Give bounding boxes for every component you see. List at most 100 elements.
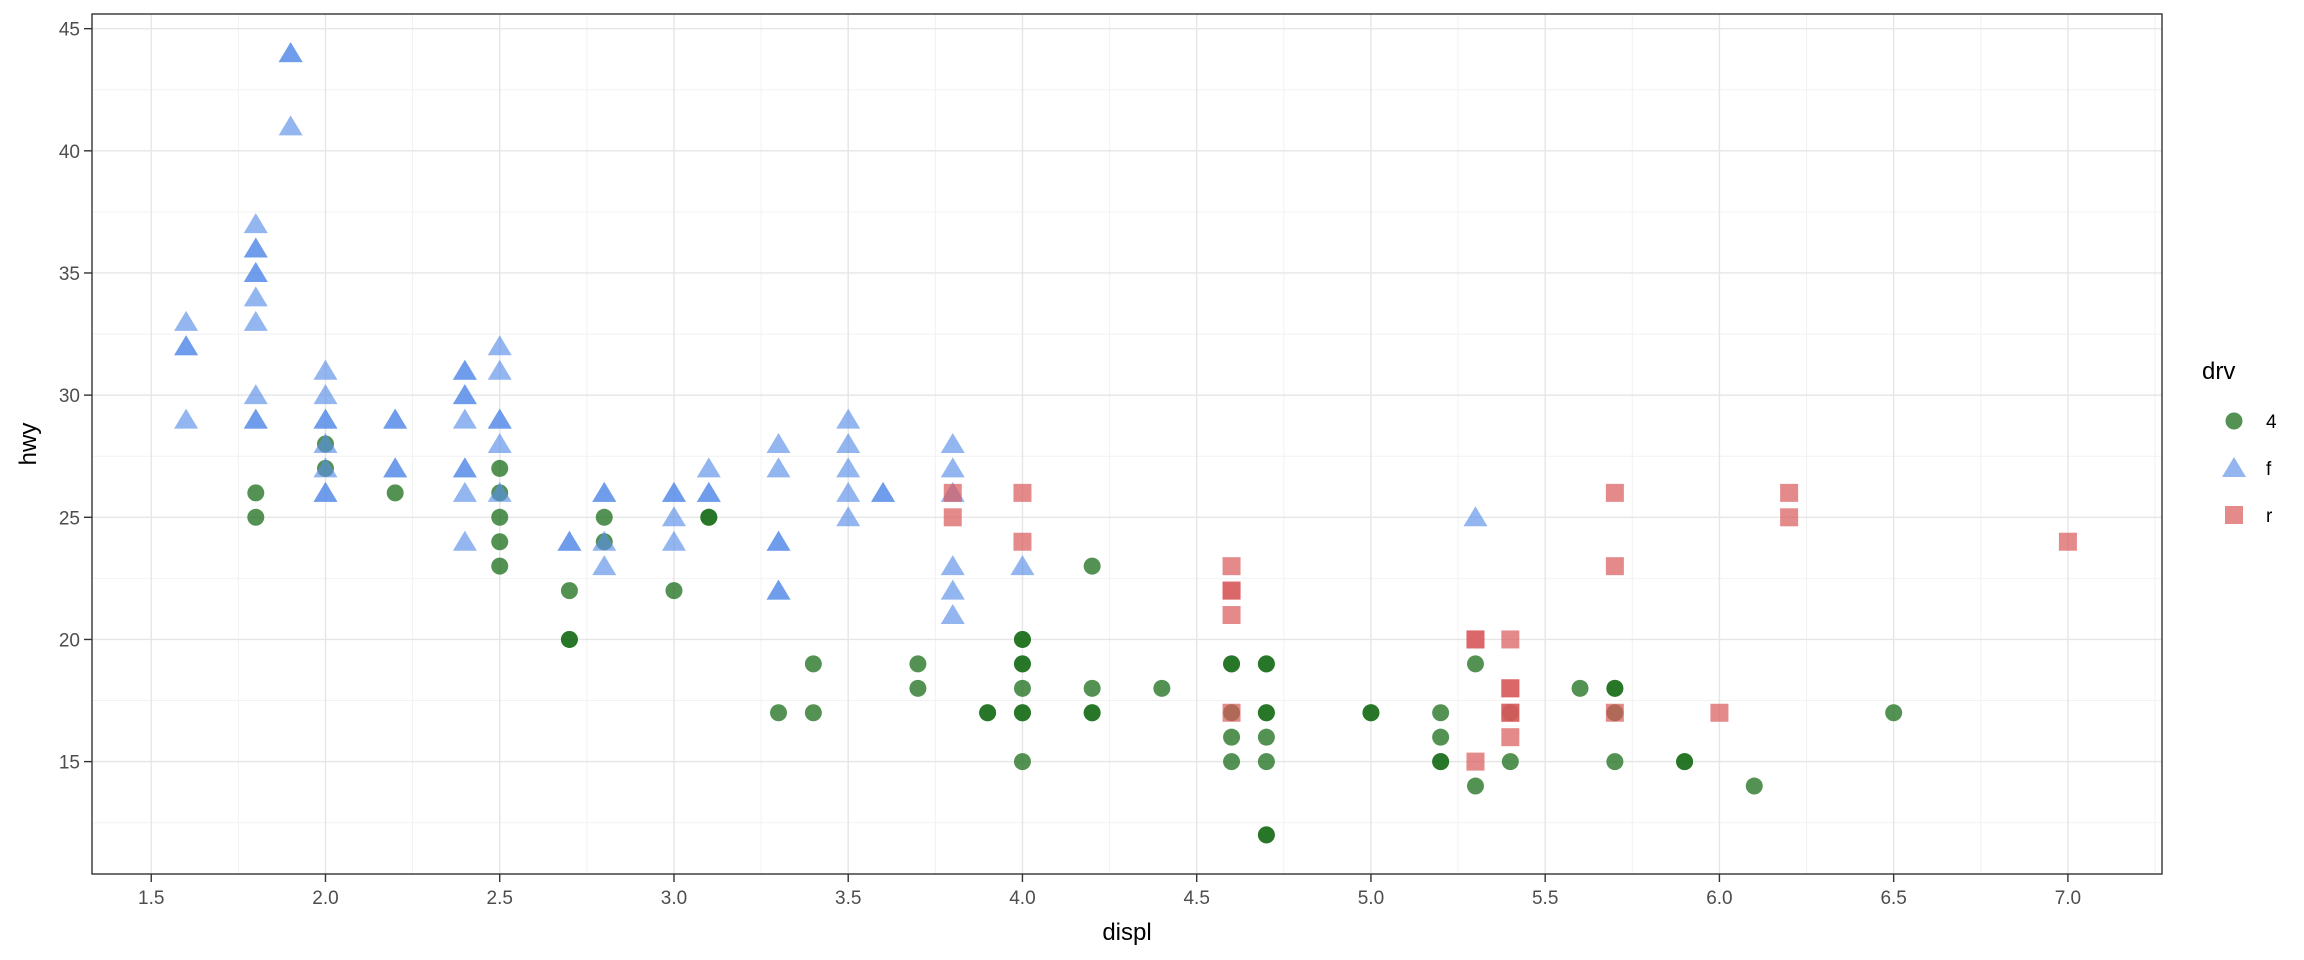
axis-ticks — [84, 27, 2069, 882]
data-point-4 — [491, 459, 509, 477]
data-point-4 — [1362, 704, 1380, 722]
data-point-4 — [491, 533, 509, 551]
data-point-f — [174, 408, 199, 429]
data-point-f — [383, 408, 408, 429]
data-point-4 — [1501, 753, 1519, 771]
data-point-f — [243, 261, 268, 282]
data-point-r — [943, 508, 962, 527]
x-axis-title: displ — [1102, 919, 1151, 946]
data-point-f — [243, 384, 268, 405]
data-point-4 — [595, 508, 613, 526]
data-point-4 — [665, 582, 683, 600]
x-tick-label: 4.5 — [1183, 888, 1209, 909]
data-point-4 — [1083, 557, 1101, 575]
data-point-r — [1710, 703, 1729, 722]
data-point-f — [940, 579, 965, 600]
series-f — [174, 42, 1488, 625]
data-point-f — [278, 115, 303, 136]
data-point-f — [766, 457, 791, 478]
data-point-4 — [1571, 679, 1589, 697]
data-point-4 — [1676, 753, 1694, 771]
data-point-f — [940, 457, 965, 478]
data-point-f — [278, 42, 303, 63]
legend-key-r — [2225, 506, 2243, 524]
data-point-f — [871, 481, 896, 502]
data-point-f — [940, 555, 965, 576]
data-point-r — [1605, 557, 1624, 576]
data-point-4 — [1257, 704, 1275, 722]
data-point-f — [836, 408, 861, 429]
legend-title: drv — [2202, 358, 2235, 385]
data-point-4 — [1257, 826, 1275, 844]
data-point-r — [1780, 483, 1799, 502]
data-point-4 — [1466, 777, 1484, 795]
data-point-4 — [1432, 728, 1450, 746]
data-point-4 — [560, 582, 578, 600]
data-point-f — [592, 481, 617, 502]
data-point-4 — [1885, 704, 1903, 722]
data-point-r — [1466, 752, 1485, 771]
data-point-4 — [909, 679, 927, 697]
data-point-f — [452, 384, 477, 405]
data-point-f — [696, 457, 721, 478]
x-tick-label: 7.0 — [2055, 888, 2081, 909]
data-point-4 — [491, 508, 509, 526]
data-point-4 — [1083, 704, 1101, 722]
data-point-4 — [1223, 728, 1241, 746]
legend-label-f: f — [2266, 459, 2272, 480]
data-point-4 — [386, 484, 404, 502]
series-r — [943, 483, 2077, 771]
data-point-f — [661, 530, 686, 551]
data-point-4 — [1013, 679, 1031, 697]
data-point-4 — [1432, 704, 1450, 722]
legend: drv 4 f r — [2202, 358, 2277, 527]
data-point-f — [661, 481, 686, 502]
data-point-4 — [1606, 679, 1624, 697]
data-point-f — [313, 457, 338, 478]
x-tick-label: 3.0 — [661, 888, 687, 909]
data-point-4 — [804, 655, 822, 673]
data-point-r — [1222, 557, 1241, 576]
data-point-f — [313, 433, 338, 453]
data-point-f — [1463, 506, 1488, 527]
data-point-r — [1013, 532, 1032, 551]
data-point-4 — [1432, 753, 1450, 771]
data-point-f — [243, 213, 268, 234]
data-point-4 — [979, 704, 997, 722]
data-point-f — [487, 433, 512, 453]
data-point-f — [243, 408, 268, 429]
data-point-f — [313, 359, 338, 380]
data-point-4 — [560, 630, 578, 648]
data-point-f — [836, 433, 861, 453]
x-tick-label: 4.0 — [1009, 888, 1035, 909]
data-point-r — [943, 483, 962, 502]
data-point-4 — [700, 508, 718, 526]
data-point-r — [2058, 532, 2077, 551]
y-tick-label: 45 — [59, 20, 80, 41]
data-point-4 — [491, 557, 509, 575]
data-point-4 — [770, 704, 788, 722]
data-point-4 — [1013, 753, 1031, 771]
data-point-f — [174, 335, 199, 356]
data-point-r — [1501, 679, 1520, 698]
x-tick-label: 5.0 — [1358, 888, 1384, 909]
data-point-r — [1222, 606, 1241, 625]
data-point-f — [836, 457, 861, 478]
data-point-4 — [1223, 753, 1241, 771]
data-point-f — [696, 481, 721, 502]
data-point-r — [1501, 728, 1520, 747]
legend-key-4 — [2225, 412, 2243, 430]
grid-major — [92, 14, 2162, 874]
data-point-f — [383, 457, 408, 478]
x-tick-label: 2.0 — [312, 888, 338, 909]
data-point-f — [836, 506, 861, 527]
data-point-4 — [909, 655, 927, 673]
data-point-4 — [804, 704, 822, 722]
data-point-f — [766, 579, 791, 600]
data-point-4 — [247, 484, 265, 502]
data-point-r — [1501, 630, 1520, 649]
data-point-f — [1010, 555, 1035, 576]
legend-label-4: 4 — [2266, 412, 2277, 433]
